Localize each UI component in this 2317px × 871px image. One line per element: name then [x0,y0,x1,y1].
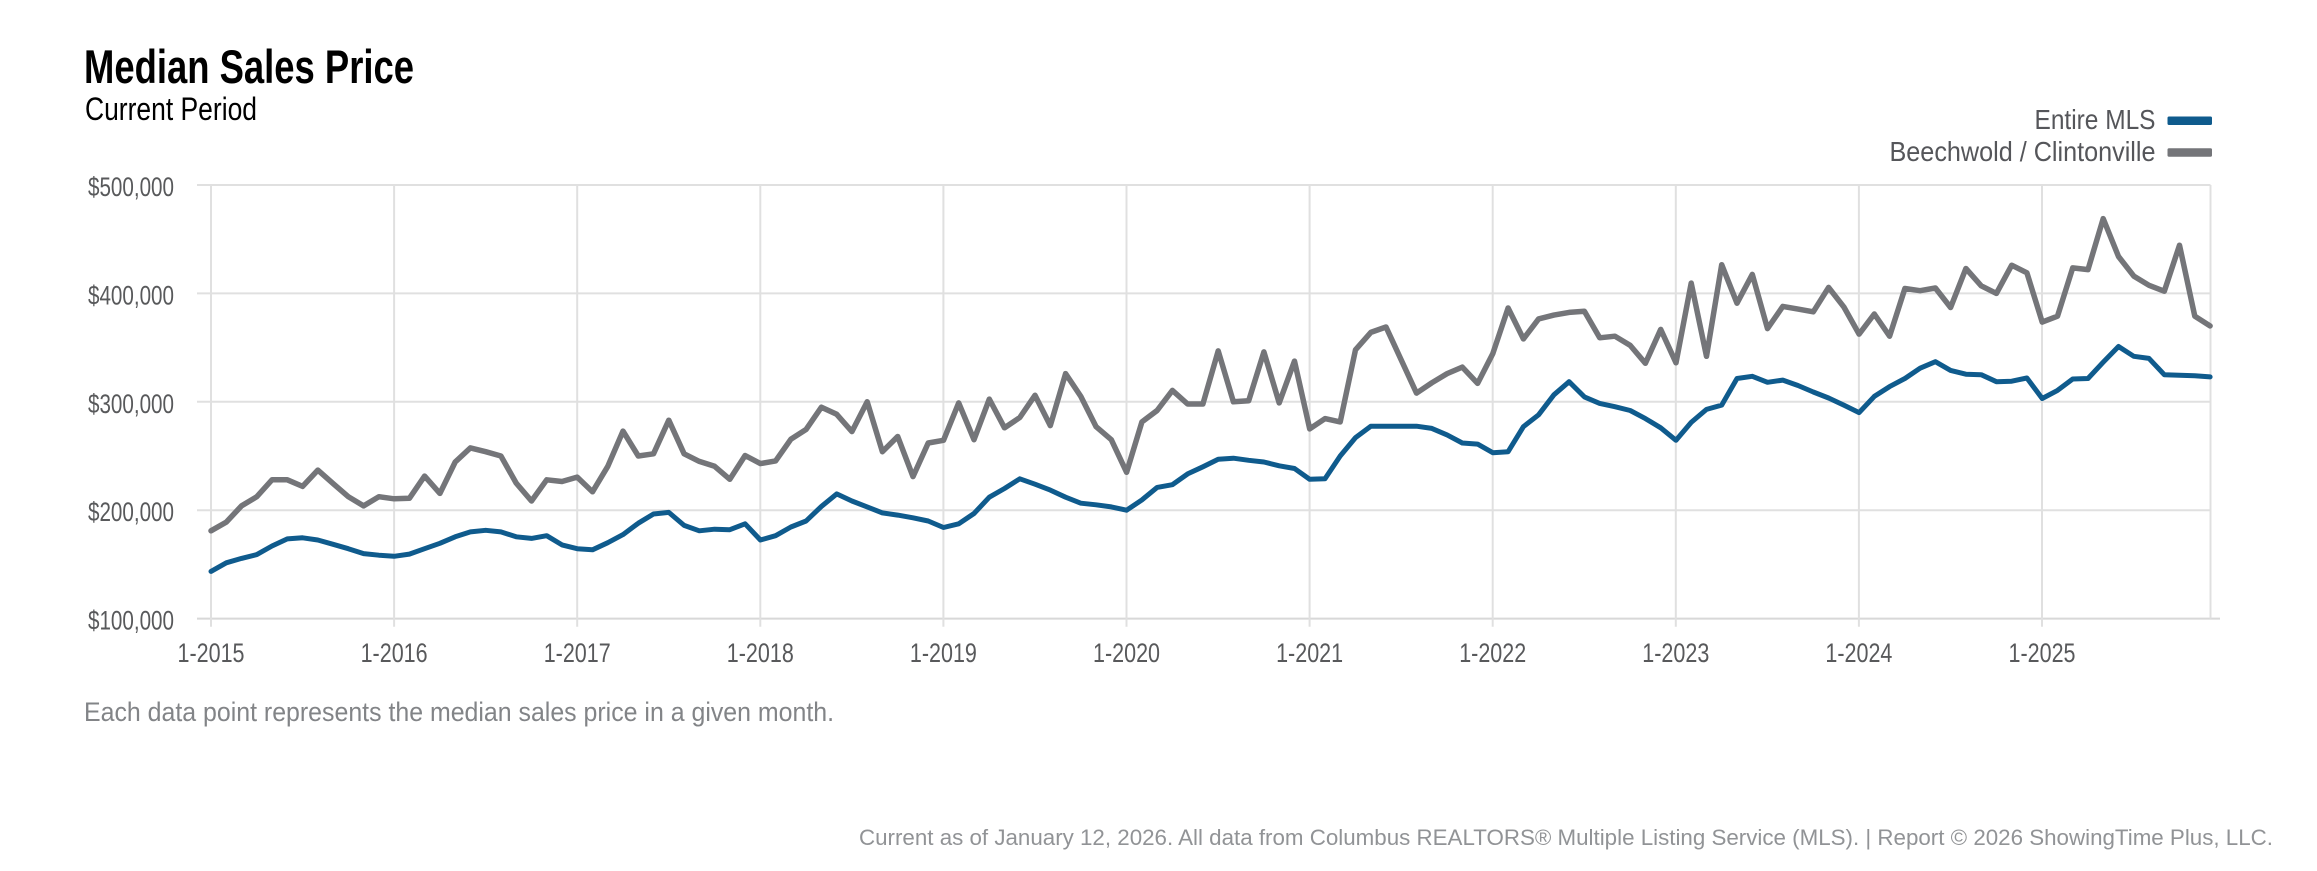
svg-text:$500,000: $500,000 [88,172,174,202]
svg-text:Current Period: Current Period [85,91,257,127]
svg-text:1-2019: 1-2019 [910,638,977,668]
svg-text:1-2022: 1-2022 [1459,638,1526,668]
svg-text:Current as of January 12, 2026: Current as of January 12, 2026. All data… [859,825,2273,850]
svg-text:Each data point represents the: Each data point represents the median sa… [84,697,834,727]
svg-text:1-2015: 1-2015 [178,638,245,668]
svg-text:$400,000: $400,000 [88,280,174,310]
svg-text:1-2018: 1-2018 [727,638,794,668]
svg-text:1-2020: 1-2020 [1093,638,1160,668]
svg-text:1-2016: 1-2016 [361,638,428,668]
svg-text:$300,000: $300,000 [88,389,174,419]
svg-text:1-2024: 1-2024 [1825,638,1892,668]
svg-text:$200,000: $200,000 [88,497,174,527]
svg-text:1-2023: 1-2023 [1642,638,1709,668]
svg-text:$100,000: $100,000 [88,606,174,636]
svg-text:1-2017: 1-2017 [544,638,611,668]
svg-text:Median Sales Price: Median Sales Price [84,40,414,93]
svg-text:1-2021: 1-2021 [1276,638,1343,668]
svg-text:1-2025: 1-2025 [2009,638,2076,668]
svg-text:Beechwold / Clintonville: Beechwold / Clintonville [1890,136,2156,167]
svg-text:Entire MLS: Entire MLS [2035,104,2156,135]
